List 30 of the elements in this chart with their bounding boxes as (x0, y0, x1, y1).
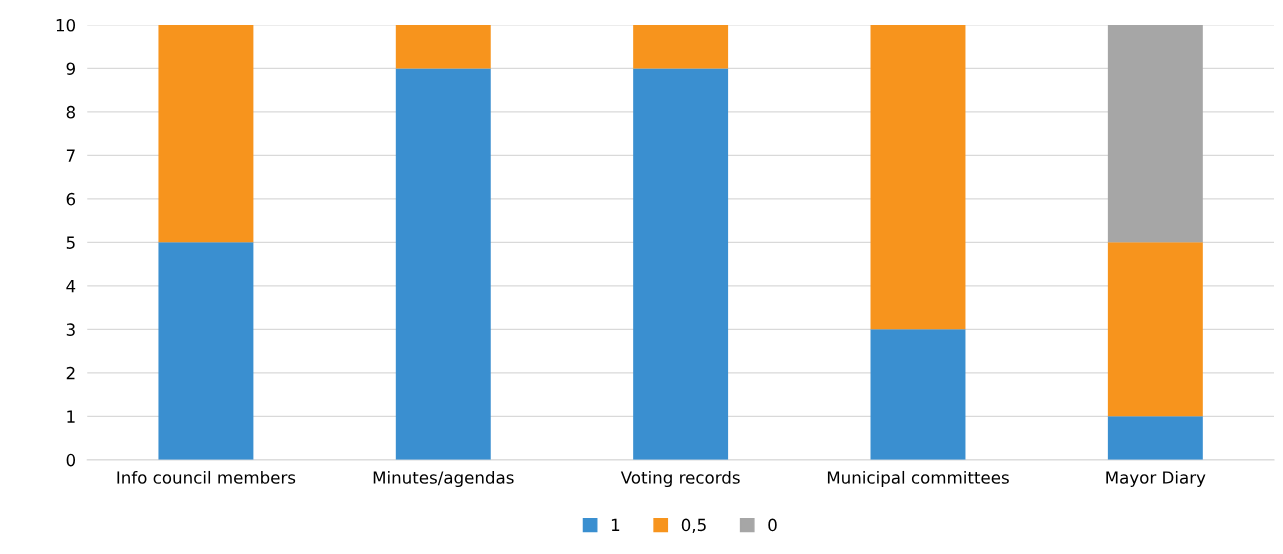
legend-label: 0,5 (681, 518, 706, 533)
legend-label: 1 (611, 518, 620, 531)
x-tick-label: Voting records (620, 470, 740, 488)
y-tick-label: 10 (56, 18, 76, 32)
bar (158, 242, 254, 460)
bar (870, 329, 966, 460)
bar (158, 24, 254, 243)
bar (1107, 242, 1203, 417)
legend-label: 0 (768, 518, 777, 532)
x-tick-label: Minutes/agendas (373, 470, 514, 488)
y-tick-label: 9 (66, 62, 75, 75)
bar (633, 68, 729, 460)
bar (1107, 416, 1203, 460)
bar (633, 24, 729, 69)
y-tick-label: 1 (67, 410, 75, 423)
bar (395, 24, 491, 69)
x-tick-label: Mayor Diary (1106, 470, 1206, 488)
bar (870, 24, 966, 330)
x-tick-label: Municipal committees (827, 470, 1009, 488)
y-tick-label: 8 (66, 105, 75, 119)
y-tick-label: 2 (66, 366, 75, 380)
x-tick-label: Info council members (117, 470, 296, 484)
y-tick-label: 6 (66, 192, 76, 206)
bar (1107, 24, 1203, 243)
bar (395, 68, 491, 460)
y-tick-label: 3 (66, 323, 75, 336)
y-tick-label: 7 (66, 149, 75, 162)
y-tick-label: 5 (66, 236, 75, 249)
y-tick-label: 0 (66, 453, 76, 467)
y-tick-label: 4 (66, 280, 76, 293)
